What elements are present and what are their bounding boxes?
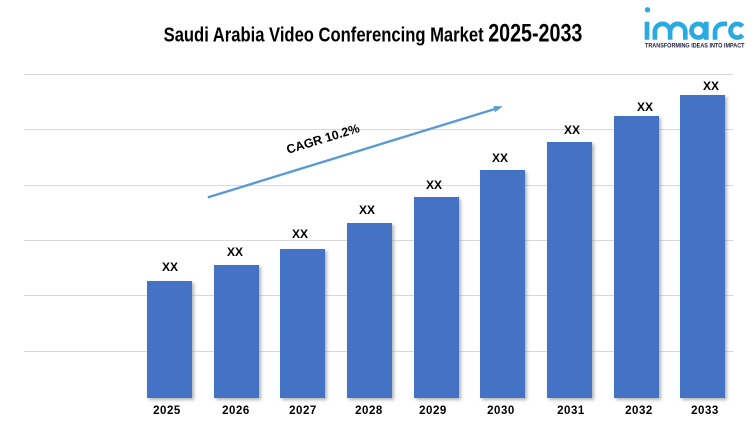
svg-text:TRANSFORMING IDEAS INTO IMPACT: TRANSFORMING IDEAS INTO IMPACT xyxy=(645,43,745,50)
